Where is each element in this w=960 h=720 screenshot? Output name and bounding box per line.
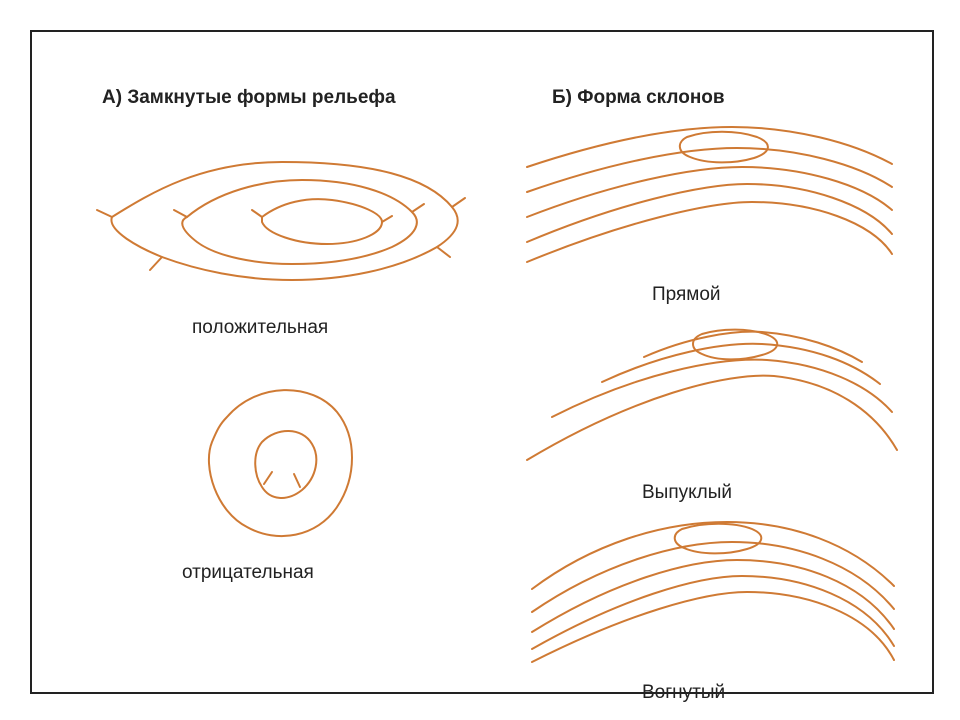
heading-b: Б) Форма склонов (552, 87, 725, 109)
heading-a: А) Замкнутые формы рельефа (102, 87, 396, 109)
figure-concave (522, 504, 902, 674)
figure-convex (522, 312, 902, 472)
figure-straight (522, 112, 902, 272)
diagram-frame: А) Замкнутые формы рельефа Б) Форма скло… (30, 30, 934, 694)
label-straight: Прямой (652, 284, 721, 306)
label-positive: положительная (192, 317, 328, 339)
label-convex: Выпуклый (642, 482, 732, 504)
label-concave: Вогнутый (642, 682, 725, 704)
figure-positive (92, 122, 472, 292)
figure-negative (182, 372, 382, 552)
label-negative: отрицательная (182, 562, 314, 584)
